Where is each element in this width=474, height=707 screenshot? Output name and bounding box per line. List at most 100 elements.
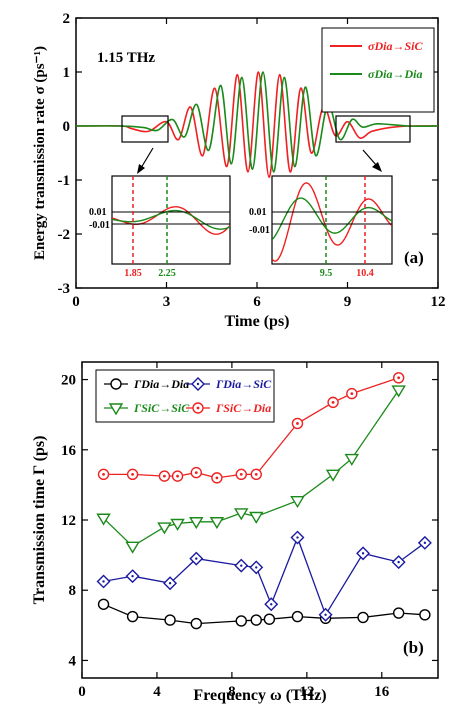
panel-b-point-2 — [189, 517, 204, 530]
legend-b-marker-dot — [196, 406, 200, 410]
panel-b-point-0 — [419, 609, 431, 621]
inset-right-marker-label-red: 10.4 — [356, 268, 374, 279]
panel-b-x-tick-label: 16 — [374, 684, 390, 700]
panel-b-point-3-dot — [397, 376, 401, 380]
inset-left-ytick-neg: -0.01 — [89, 220, 110, 231]
inset-left-ytick-pos: 0.01 — [89, 207, 107, 218]
legend-box-b — [95, 369, 275, 423]
inset-left: 0.01 -0.01 1.85 2.25 — [89, 175, 231, 279]
panel-b-point-2 — [125, 541, 140, 554]
panel-b-series-line-1 — [103, 535, 426, 617]
legend-b-label: ΓDia→SiC — [215, 377, 272, 391]
panel-b-point-2 — [157, 522, 172, 535]
panel-b-point-3-dot — [163, 474, 166, 478]
panel-b-x-tick-label: 4 — [153, 684, 161, 700]
inset-left-marker-label-green: 2.25 — [158, 268, 176, 279]
inset-right-ytick-pos: 0.01 — [249, 207, 267, 218]
panel-b-point-1-dot — [131, 574, 134, 578]
panel-b-point-3-dot — [194, 471, 198, 474]
panel-b-y-tick-label: 20 — [61, 373, 76, 389]
legend-b-label: ΓDia→Dia — [133, 377, 189, 391]
panel-b-series-line-0 — [103, 603, 425, 625]
legend-b-marker — [110, 378, 122, 390]
legend-b-marker — [108, 403, 124, 416]
panel-b-point-0 — [250, 614, 262, 626]
panel-a-series — [76, 71, 438, 179]
panel-a-x-tick-label: 9 — [344, 294, 352, 310]
inset-curve-green — [272, 197, 392, 241]
panel-b-point-1-dot — [270, 603, 273, 606]
panel-b-point-3-dot — [254, 472, 258, 476]
panel-b-point-2 — [209, 517, 225, 530]
panel-b-x-tick-label: 8 — [228, 684, 236, 700]
panel-b-y-tick-label: 8 — [69, 583, 77, 599]
panel-b-label: (b) — [403, 638, 424, 657]
inset-right: 0.01 -0.01 9.5 10.4 — [249, 175, 393, 279]
panel-b-point-1-dot — [240, 564, 243, 567]
zoom-arrow-right — [362, 149, 382, 172]
panel-b-point-1-dot — [168, 582, 172, 585]
panel-b-point-0 — [357, 611, 369, 624]
legend-b-label: ΓSiC→SiC — [133, 401, 190, 415]
legend-box — [321, 27, 435, 113]
panel-a-y-tick-label: -1 — [58, 173, 71, 189]
zoom-arrow-left — [137, 147, 154, 174]
panel-a-label: (a) — [404, 248, 424, 267]
panel-b-point-0 — [164, 614, 176, 626]
zoom-box-right — [335, 115, 411, 143]
panel-b-point-0 — [392, 607, 405, 619]
panel-b-point-1-dot — [255, 566, 258, 569]
panel-a: 0 3 6 9 12 210-1-2-3 1.15 THz (a) Time (ps) … — [32, 11, 446, 330]
inset-right-ytick-neg: -0.01 — [249, 225, 270, 236]
panel-b-point-0 — [235, 615, 247, 627]
panel-b-point-1-dot — [324, 613, 327, 616]
panel-b-point-3-dot — [331, 400, 335, 404]
panel-b-point-2 — [249, 511, 264, 524]
inset-right-marker-label-green: 9.5 — [320, 268, 333, 279]
panel-b-y-tick-label: 4 — [69, 653, 77, 669]
panel-b-point-1-dot — [423, 541, 427, 545]
panel-b-point-0 — [291, 610, 304, 623]
panel-b-point-1-dot — [195, 557, 198, 560]
panel-b-point-2 — [325, 469, 341, 482]
legend-b-marker-dot — [196, 382, 200, 386]
panel-b-y-ticks: 20 16 12 8 4 — [61, 373, 438, 669]
panel-b-point-3-dot — [350, 392, 354, 395]
panel-a-y-tick-label: 0 — [63, 119, 71, 135]
panel-b-point-3-dot — [131, 472, 134, 476]
panel-a-x-ticks: 0 3 6 9 12 — [72, 18, 446, 310]
panel-a-legend: σDia→SiC σDia→Dia — [321, 27, 435, 113]
panel-b-x-tick-label: 12 — [299, 684, 314, 700]
panel-a-y-tick-label: 1 — [63, 65, 71, 81]
inset-left-marker-label-red: 1.85 — [124, 268, 142, 279]
panel-b-point-3-dot — [239, 472, 243, 476]
zoom-box-left — [121, 115, 169, 143]
panel-b-point-1-dot — [102, 580, 105, 583]
panel-b-point-0 — [97, 598, 110, 610]
panel-a-y-ticks: 2 1 0 -1 -2 -3 — [58, 11, 438, 297]
panel-b-x-axis-label: Frequency ω (THz) — [193, 687, 326, 704]
panel-b-point-2 — [391, 385, 406, 398]
panel-b-point-2 — [344, 453, 360, 466]
panel-b-point-3-dot — [215, 476, 219, 480]
panel-b-legend: ΓDia→Dia ΓDia→SiC ΓSiC→SiC ΓSiC→Dia — [95, 369, 275, 423]
panel-b-point-1-dot — [397, 560, 400, 564]
panel-b-point-2 — [170, 518, 185, 531]
panel-b-point-1-dot — [296, 536, 299, 539]
panel-b-y-axis-label: Transmission time Γ (ps) — [31, 436, 48, 605]
panel-b-point-0 — [190, 617, 202, 630]
panel-b-point-2 — [96, 513, 111, 526]
panel-a-x-tick-label: 0 — [72, 294, 80, 310]
panel-a-x-tick-label: 6 — [253, 294, 261, 310]
panel-a-y-tick-label: 2 — [63, 11, 71, 27]
legend-label-dia: σDia→Dia — [368, 67, 422, 81]
panel-b-series — [96, 372, 432, 630]
inset-curve-red — [272, 182, 392, 262]
panel-a-x-tick-label: 3 — [163, 294, 171, 310]
inset-curve-green — [112, 209, 230, 230]
panel-b-point-1-dot — [361, 552, 365, 555]
panel-a-series-line-sic — [76, 71, 438, 179]
panel-b-point-0 — [263, 613, 276, 625]
legend-label-sic: σDia→SiC — [368, 39, 423, 53]
